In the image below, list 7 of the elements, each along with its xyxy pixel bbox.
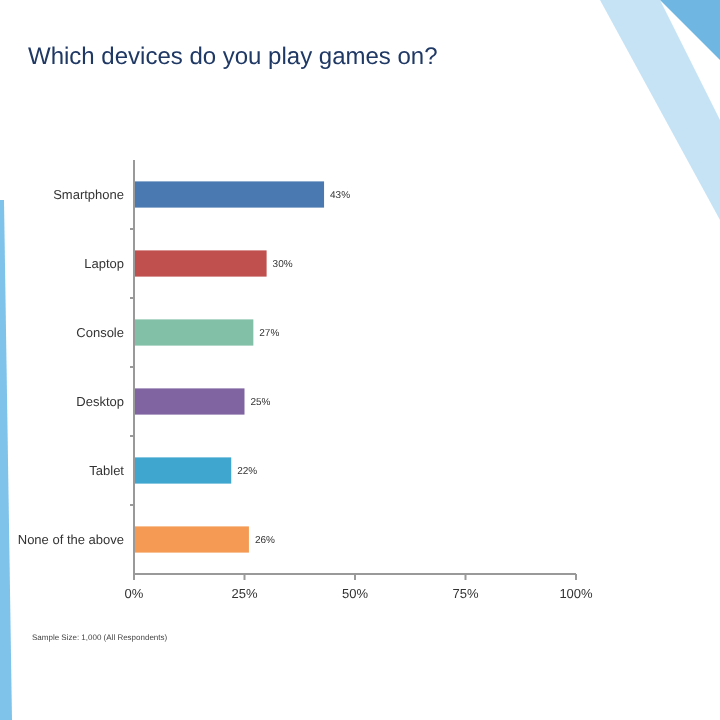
bar	[134, 526, 249, 553]
bar	[134, 319, 254, 346]
bar	[134, 457, 232, 484]
bar	[134, 388, 245, 415]
bar	[134, 250, 267, 277]
chart-title: Which devices do you play games on?	[28, 42, 439, 70]
bar	[134, 181, 325, 208]
